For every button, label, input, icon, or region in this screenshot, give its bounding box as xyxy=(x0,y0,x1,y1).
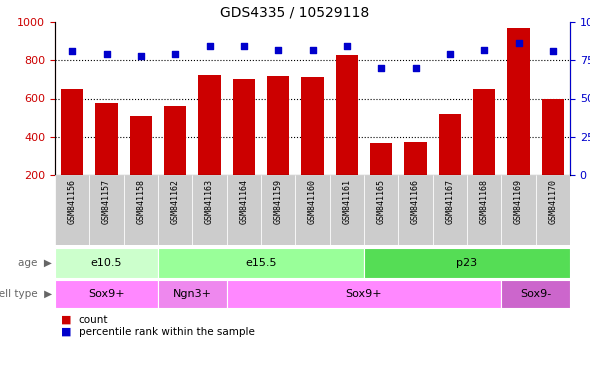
Point xyxy=(445,51,454,57)
Bar xyxy=(96,103,117,175)
Bar xyxy=(336,55,358,175)
Point xyxy=(102,51,112,57)
Point xyxy=(548,48,558,54)
Bar xyxy=(261,175,296,245)
Text: Sox9+: Sox9+ xyxy=(346,289,382,299)
Text: GSM841159: GSM841159 xyxy=(274,179,283,223)
Bar xyxy=(398,175,432,245)
Point xyxy=(273,46,283,53)
Bar xyxy=(130,116,152,175)
Text: GSM841156: GSM841156 xyxy=(68,179,77,223)
Bar xyxy=(158,280,227,308)
Point xyxy=(480,46,489,53)
Point xyxy=(136,53,146,59)
Bar xyxy=(301,78,324,175)
Text: Sox9-: Sox9- xyxy=(520,289,551,299)
Bar xyxy=(330,175,364,245)
Text: GSM841165: GSM841165 xyxy=(376,179,386,223)
Bar xyxy=(432,175,467,245)
Bar xyxy=(507,28,530,175)
Bar xyxy=(55,175,89,245)
Bar xyxy=(364,248,570,278)
Bar xyxy=(364,175,398,245)
Text: ■: ■ xyxy=(61,327,71,337)
Point xyxy=(514,40,523,46)
Text: Sox9+: Sox9+ xyxy=(88,289,125,299)
Bar xyxy=(192,175,227,245)
Text: GSM841163: GSM841163 xyxy=(205,179,214,223)
Text: GSM841170: GSM841170 xyxy=(548,179,558,223)
Bar xyxy=(55,248,158,278)
Bar xyxy=(473,89,496,175)
Point xyxy=(376,65,386,71)
Text: e10.5: e10.5 xyxy=(91,258,122,268)
Text: GSM841167: GSM841167 xyxy=(445,179,454,223)
Bar xyxy=(198,74,221,175)
Text: ■: ■ xyxy=(61,315,71,325)
Text: GSM841161: GSM841161 xyxy=(342,179,351,223)
Text: Ngn3+: Ngn3+ xyxy=(173,289,212,299)
Bar xyxy=(124,175,158,245)
Text: GSM841162: GSM841162 xyxy=(171,179,180,223)
Point xyxy=(239,43,248,50)
Bar xyxy=(370,144,392,175)
Text: GSM841157: GSM841157 xyxy=(102,179,111,223)
Bar xyxy=(267,76,289,175)
Bar xyxy=(296,175,330,245)
Point xyxy=(205,43,214,50)
Text: GDS4335 / 10529118: GDS4335 / 10529118 xyxy=(221,5,369,19)
Bar xyxy=(89,175,124,245)
Bar xyxy=(164,106,186,175)
Point xyxy=(411,65,420,71)
Text: GSM841158: GSM841158 xyxy=(136,179,145,223)
Point xyxy=(171,51,180,57)
Text: GSM841160: GSM841160 xyxy=(308,179,317,223)
Bar xyxy=(467,175,502,245)
Text: e15.5: e15.5 xyxy=(245,258,277,268)
Point xyxy=(342,43,352,50)
Bar xyxy=(502,280,570,308)
Text: percentile rank within the sample: percentile rank within the sample xyxy=(78,327,254,337)
Point xyxy=(308,46,317,53)
Bar xyxy=(227,175,261,245)
Text: GSM841169: GSM841169 xyxy=(514,179,523,223)
Bar xyxy=(55,280,158,308)
Point xyxy=(67,48,77,54)
Bar xyxy=(404,142,427,175)
Bar xyxy=(536,175,570,245)
Text: p23: p23 xyxy=(457,258,477,268)
Bar xyxy=(61,89,83,175)
Bar xyxy=(158,248,364,278)
Text: GSM841168: GSM841168 xyxy=(480,179,489,223)
Bar xyxy=(439,114,461,175)
Text: age  ▶: age ▶ xyxy=(18,258,52,268)
Bar xyxy=(227,280,502,308)
Text: count: count xyxy=(78,315,108,325)
Bar xyxy=(158,175,192,245)
Bar xyxy=(502,175,536,245)
Bar xyxy=(232,79,255,175)
Text: cell type  ▶: cell type ▶ xyxy=(0,289,52,299)
Bar xyxy=(542,99,564,175)
Text: GSM841164: GSM841164 xyxy=(240,179,248,223)
Text: GSM841166: GSM841166 xyxy=(411,179,420,223)
